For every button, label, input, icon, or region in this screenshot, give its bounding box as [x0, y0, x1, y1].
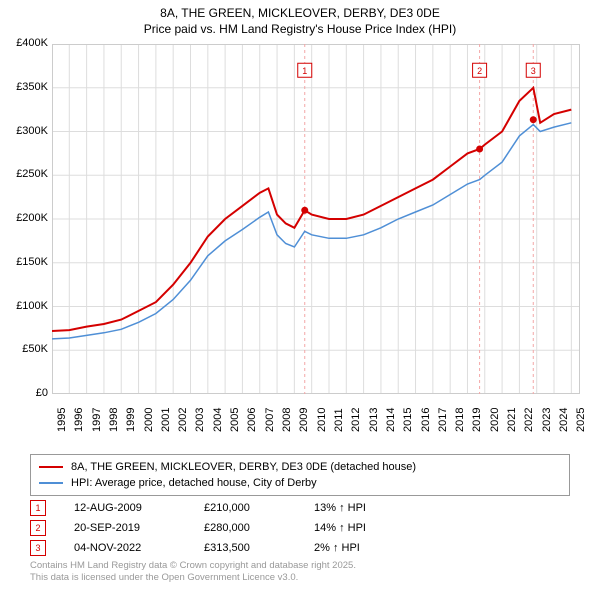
- marker-box-3: 3: [30, 540, 46, 556]
- x-tick-label: 1997: [91, 408, 103, 432]
- chart-container: 8A, THE GREEN, MICKLEOVER, DERBY, DE3 0D…: [0, 0, 600, 590]
- x-tick-label: 2020: [489, 408, 501, 432]
- marker-date-1: 12-AUG-2009: [74, 502, 204, 514]
- marker-price-2: £280,000: [204, 522, 314, 534]
- marker-date-2: 20-SEP-2019: [74, 522, 204, 534]
- y-tick-label: £150K: [2, 256, 48, 268]
- title-block: 8A, THE GREEN, MICKLEOVER, DERBY, DE3 0D…: [0, 0, 600, 37]
- marker-date-3: 04-NOV-2022: [74, 542, 204, 554]
- x-tick-label: 1996: [73, 408, 85, 432]
- chart-svg: 1 2 3: [52, 44, 580, 394]
- x-tick-label: 2000: [143, 408, 155, 432]
- footer-line-1: Contains HM Land Registry data © Crown c…: [30, 560, 570, 572]
- x-tick-label: 2008: [281, 408, 293, 432]
- x-tick-label: 2021: [506, 408, 518, 432]
- x-tick-label: 2015: [402, 408, 414, 432]
- y-tick-label: £200K: [2, 212, 48, 224]
- legend-row-2: HPI: Average price, detached house, City…: [39, 475, 561, 491]
- x-tick-label: 2006: [246, 408, 258, 432]
- x-tick-label: 2019: [471, 408, 483, 432]
- x-tick-label: 2009: [298, 408, 310, 432]
- x-tick-label: 2025: [575, 408, 587, 432]
- marker-price-1: £210,000: [204, 502, 314, 514]
- marker-price-3: £313,500: [204, 542, 314, 554]
- x-tick-label: 2016: [420, 408, 432, 432]
- marker-hpi-1: 13% ↑ HPI: [314, 502, 570, 514]
- x-tick-label: 2001: [160, 408, 172, 432]
- legend-label-price-paid: 8A, THE GREEN, MICKLEOVER, DERBY, DE3 0D…: [71, 461, 416, 473]
- svg-text:3: 3: [531, 66, 536, 76]
- x-tick-label: 2002: [177, 408, 189, 432]
- x-tick-label: 2004: [212, 408, 224, 432]
- marker-table: 1 12-AUG-2009 £210,000 13% ↑ HPI 2 20-SE…: [30, 498, 570, 558]
- title-line-2: Price paid vs. HM Land Registry's House …: [0, 22, 600, 38]
- x-tick-label: 2003: [194, 408, 206, 432]
- y-tick-label: £100K: [2, 300, 48, 312]
- x-tick-label: 2013: [368, 408, 380, 432]
- x-tick-label: 2014: [385, 408, 397, 432]
- x-tick-label: 2023: [541, 408, 553, 432]
- y-tick-label: £250K: [2, 168, 48, 180]
- marker-hpi-3: 2% ↑ HPI: [314, 542, 570, 554]
- legend-swatch-hpi: [39, 482, 63, 484]
- marker-row-1: 1 12-AUG-2009 £210,000 13% ↑ HPI: [30, 498, 570, 518]
- y-tick-label: £300K: [2, 125, 48, 137]
- footer-attribution: Contains HM Land Registry data © Crown c…: [30, 560, 570, 584]
- x-tick-label: 2018: [454, 408, 466, 432]
- x-tick-label: 2007: [264, 408, 276, 432]
- legend-label-hpi: HPI: Average price, detached house, City…: [71, 477, 317, 489]
- svg-text:2: 2: [477, 66, 482, 76]
- legend-box: 8A, THE GREEN, MICKLEOVER, DERBY, DE3 0D…: [30, 454, 570, 496]
- marker-box-1: 1: [30, 500, 46, 516]
- svg-text:1: 1: [302, 66, 307, 76]
- x-axis-ticks: 1995 1996 1997 1998 1999 2000 2001 2002 2003 2004…: [52, 398, 580, 448]
- x-tick-label: 2012: [350, 408, 362, 432]
- marker-row-2: 2 20-SEP-2019 £280,000 14% ↑ HPI: [30, 518, 570, 538]
- marker-row-3: 3 04-NOV-2022 £313,500 2% ↑ HPI: [30, 538, 570, 558]
- y-tick-label: £400K: [2, 37, 48, 49]
- footer-line-2: This data is licensed under the Open Gov…: [30, 572, 570, 584]
- legend-row-1: 8A, THE GREEN, MICKLEOVER, DERBY, DE3 0D…: [39, 459, 561, 475]
- x-tick-label: 2017: [437, 408, 449, 432]
- marker-hpi-2: 14% ↑ HPI: [314, 522, 570, 534]
- marker-box-2: 2: [30, 520, 46, 536]
- x-tick-label: 1998: [108, 408, 120, 432]
- y-tick-label: £0: [2, 387, 48, 399]
- title-line-1: 8A, THE GREEN, MICKLEOVER, DERBY, DE3 0D…: [0, 6, 600, 22]
- x-tick-label: 1995: [56, 408, 68, 432]
- x-tick-label: 2024: [558, 408, 570, 432]
- x-tick-label: 2011: [333, 408, 345, 432]
- legend-swatch-price-paid: [39, 466, 63, 468]
- y-tick-label: £350K: [2, 81, 48, 93]
- x-tick-label: 2010: [316, 408, 328, 432]
- x-tick-label: 1999: [125, 408, 137, 432]
- x-tick-label: 2022: [523, 408, 535, 432]
- y-tick-label: £50K: [2, 343, 48, 355]
- x-tick-label: 2005: [229, 408, 241, 432]
